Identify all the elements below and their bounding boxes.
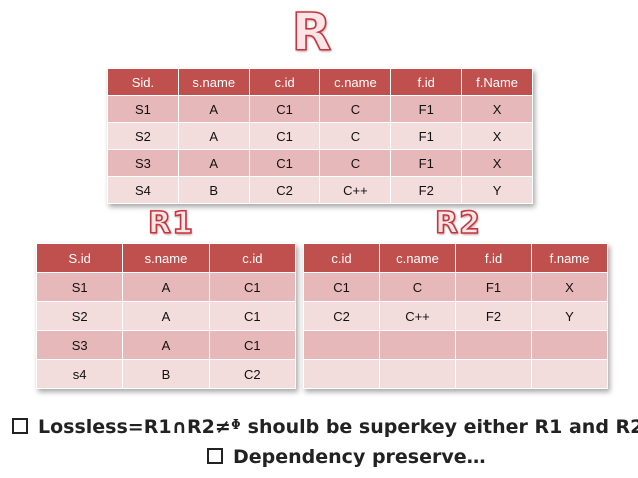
table-cell: X [461, 122, 533, 150]
column-header: c.id [248, 68, 321, 96]
table-cell: A [122, 330, 210, 360]
table-cell [379, 359, 456, 389]
relation-r-table: Sid. s.name c.id c.name f.id f.Name S1 A… [107, 68, 533, 204]
column-header: f.id [455, 243, 532, 273]
table-row: C1 C F1 X [303, 272, 608, 302]
table-cell: S4 [107, 176, 179, 204]
table-cell: S3 [107, 149, 179, 177]
column-header: f.Name [461, 68, 533, 96]
relation-r-title: R [291, 3, 333, 63]
checkbox-bullet-icon [12, 418, 28, 434]
relation-r2-table: c.id c.name f.id f.name C1 C F1 X C2 C++… [303, 243, 608, 389]
table-cell: C++ [319, 176, 392, 204]
column-header: c.name [379, 243, 456, 273]
table-cell: C [319, 95, 392, 123]
table-cell [379, 330, 456, 360]
table-cell: B [177, 176, 250, 204]
column-header: f.id [390, 68, 463, 96]
table-cell: C [379, 272, 456, 302]
table-header-row: c.id c.name f.id f.name [303, 243, 608, 273]
table-cell: S2 [107, 122, 179, 150]
table-cell: X [531, 272, 608, 302]
table-cell: C1 [248, 122, 321, 150]
table-row: S2 A C1 [35, 301, 297, 331]
table-cell: S1 [35, 272, 124, 302]
column-header: c.name [319, 68, 392, 96]
table-row: S2 A C1 C F1 X [107, 122, 533, 150]
table-cell [531, 330, 608, 360]
table-header-row: S.id s.name c.id [35, 243, 297, 273]
table-cell: A [122, 272, 210, 302]
column-header: f.name [531, 243, 608, 273]
table-cell: F1 [390, 122, 463, 150]
table-cell: C [319, 122, 392, 150]
table-cell: C1 [208, 330, 297, 360]
table-cell: C1 [208, 272, 297, 302]
table-row [303, 330, 608, 360]
table-cell: Y [531, 301, 608, 331]
table-cell: C2 [208, 359, 297, 389]
table-cell: C2 [248, 176, 321, 204]
table-cell: S3 [35, 330, 124, 360]
table-cell: C2 [303, 301, 380, 331]
table-header-row: Sid. s.name c.id c.name f.id f.Name [107, 68, 533, 96]
table-row: S1 A C1 [35, 272, 297, 302]
table-row: C2 C++ F2 Y [303, 301, 608, 331]
lossless-note: Lossless=R1∩R2≠ᶲ shoulb be superkey eith… [12, 416, 638, 438]
relation-r1-table: S.id s.name c.id S1 A C1 S2 A C1 S3 A C1… [35, 243, 297, 389]
lossless-note-text: Lossless=R1∩R2≠ᶲ shoulb be superkey eith… [38, 416, 638, 438]
table-cell: A [177, 149, 250, 177]
table-cell [303, 359, 380, 389]
table-cell [531, 359, 608, 389]
table-row: S3 A C1 C F1 X [107, 149, 533, 177]
table-cell: Y [461, 176, 533, 204]
table-cell: F2 [390, 176, 463, 204]
table-row: S1 A C1 C F1 X [107, 95, 533, 123]
relation-r1-title: R1 [147, 206, 194, 241]
table-cell: A [177, 95, 250, 123]
column-header: s.name [122, 243, 210, 273]
table-cell: F1 [390, 149, 463, 177]
column-header: s.name [177, 68, 250, 96]
table-cell [455, 359, 532, 389]
table-cell: C [319, 149, 392, 177]
table-cell: C++ [379, 301, 456, 331]
column-header: c.id [208, 243, 297, 273]
table-cell: A [122, 301, 210, 331]
table-cell: F1 [390, 95, 463, 123]
column-header: c.id [303, 243, 380, 273]
dependency-note: Dependency preserve… [207, 446, 486, 468]
table-cell: s4 [35, 359, 124, 389]
table-row: S3 A C1 [35, 330, 297, 360]
table-cell [303, 330, 380, 360]
table-cell: C1 [248, 95, 321, 123]
checkbox-bullet-icon [207, 448, 223, 464]
table-cell: X [461, 95, 533, 123]
relation-r2-title: R2 [434, 206, 481, 241]
table-cell [455, 330, 532, 360]
table-cell: F1 [455, 272, 532, 302]
table-row [303, 359, 608, 389]
table-cell: S1 [107, 95, 179, 123]
table-row: S4 B C2 C++ F2 Y [107, 176, 533, 204]
table-cell: S2 [35, 301, 124, 331]
column-header: Sid. [107, 68, 179, 96]
table-cell: B [122, 359, 210, 389]
table-cell: F2 [455, 301, 532, 331]
table-row: s4 B C2 [35, 359, 297, 389]
table-cell: C1 [248, 149, 321, 177]
dependency-note-text: Dependency preserve… [233, 446, 486, 468]
column-header: S.id [35, 243, 124, 273]
table-cell: X [461, 149, 533, 177]
table-cell: C1 [303, 272, 380, 302]
table-cell: A [177, 122, 250, 150]
table-cell: C1 [208, 301, 297, 331]
